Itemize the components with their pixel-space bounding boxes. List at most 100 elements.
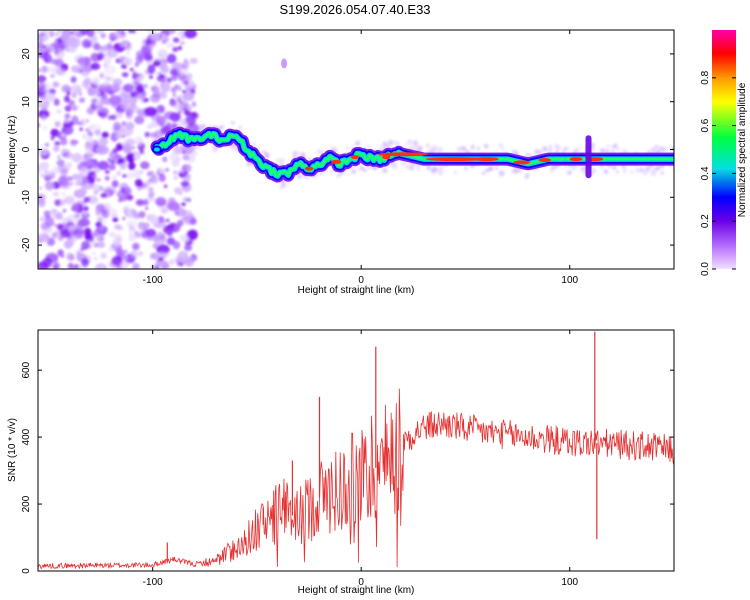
- noise-blob: [162, 156, 168, 163]
- noise-blob: [121, 121, 127, 126]
- noise-blob: [50, 74, 55, 78]
- noise-blob: [50, 135, 55, 141]
- halo-blob: [439, 165, 443, 168]
- noise-blob: [83, 197, 89, 204]
- noise-blob: [89, 236, 95, 243]
- noise-blob: [182, 91, 195, 102]
- halo-blob: [409, 166, 415, 171]
- noise-blob: [92, 184, 101, 191]
- noise-blob: [133, 154, 138, 160]
- halo-blob: [417, 145, 423, 151]
- noise-blob: [166, 53, 177, 64]
- halo-blob: [384, 168, 388, 173]
- noise-blob: [52, 81, 60, 88]
- noise-blob: [113, 31, 124, 40]
- halo-blob: [645, 166, 651, 172]
- halo-blob: [229, 147, 233, 151]
- noise-blob: [125, 50, 131, 56]
- halo-blob: [362, 168, 367, 173]
- halo-blob: [571, 164, 578, 171]
- noise-blob: [134, 178, 143, 188]
- noise-blob: [122, 174, 127, 178]
- noise-blob: [97, 216, 103, 223]
- halo-blob: [417, 167, 420, 171]
- noise-blob: [179, 234, 190, 242]
- noise-blob: [107, 158, 111, 162]
- noise-blob: [159, 88, 166, 94]
- halo-blob: [286, 183, 290, 187]
- noise-blob: [89, 125, 94, 129]
- noise-blob: [114, 233, 123, 243]
- noise-blob: [132, 242, 140, 251]
- noise-blob: [47, 66, 54, 73]
- noise-blob: [135, 199, 145, 206]
- noise-blob: [126, 194, 134, 201]
- noise-blob: [158, 79, 162, 83]
- snr-x-ticks: -100 0 100: [143, 330, 579, 588]
- noise-blob: [160, 208, 169, 214]
- halo-blob: [600, 165, 604, 168]
- noise-blob: [157, 49, 168, 59]
- noise-blob: [79, 30, 90, 35]
- noise-blob: [98, 71, 105, 77]
- noise-blob: [43, 210, 51, 217]
- halo-blob: [476, 146, 481, 151]
- noise-blob: [154, 71, 159, 76]
- snr-panel: -100 0 100 0 200 400 600 Height of straight l…: [7, 329, 675, 596]
- halo-blob: [548, 144, 553, 148]
- noise-blob: [122, 143, 132, 154]
- isolated-feature: [151, 145, 162, 154]
- ridge-peak: [425, 157, 485, 162]
- noise-blob: [123, 65, 127, 69]
- noise-blob: [91, 98, 98, 103]
- noise-blob: [43, 106, 48, 111]
- noise-blob: [182, 154, 190, 161]
- noise-blob: [186, 105, 193, 112]
- noise-blob: [56, 159, 65, 167]
- noise-blob: [44, 181, 55, 191]
- halo-blob: [213, 148, 218, 153]
- halo-blob: [617, 148, 620, 151]
- noise-blob: [81, 80, 90, 88]
- noise-blob: [129, 67, 134, 72]
- noise-blob: [83, 227, 92, 237]
- noise-blob: [161, 64, 169, 74]
- noise-blob: [67, 262, 74, 269]
- halo-blob: [606, 144, 609, 148]
- noise-blob: [126, 153, 136, 163]
- noise-blob: [42, 45, 47, 49]
- noise-blob: [123, 57, 133, 66]
- noise-blob: [166, 222, 181, 233]
- noise-blob: [38, 33, 42, 40]
- noise-blob: [95, 102, 103, 111]
- noise-blob: [114, 110, 124, 119]
- noise-blob: [95, 145, 109, 155]
- y-tick-label: -20: [21, 237, 32, 252]
- halo-blob: [357, 168, 361, 171]
- noise-blob: [113, 121, 121, 132]
- halo-blob: [635, 169, 640, 174]
- noise-blob: [191, 101, 197, 107]
- ridge-peak: [513, 160, 531, 165]
- halo-blob: [640, 169, 643, 172]
- noise-blob: [174, 187, 183, 195]
- noise-blob: [41, 115, 47, 121]
- noise-blob: [100, 112, 107, 119]
- noise-blob: [117, 145, 124, 150]
- noise-blob: [95, 263, 107, 269]
- ridge-peaks: [304, 152, 604, 171]
- halo-blob: [355, 142, 359, 146]
- snr-y-ticks: 0 200 400 600: [21, 361, 674, 574]
- noise-blob: [174, 84, 178, 89]
- noise-blob: [112, 175, 117, 180]
- noise-blob: [139, 170, 144, 174]
- noise-blob: [132, 169, 142, 179]
- ridge-peak: [304, 166, 314, 171]
- halo-blob: [192, 150, 198, 156]
- halo-blob: [276, 158, 281, 163]
- noise-blob: [79, 33, 83, 38]
- noise-blob: [57, 235, 64, 241]
- noise-blob: [97, 52, 105, 61]
- noise-blob: [148, 186, 154, 193]
